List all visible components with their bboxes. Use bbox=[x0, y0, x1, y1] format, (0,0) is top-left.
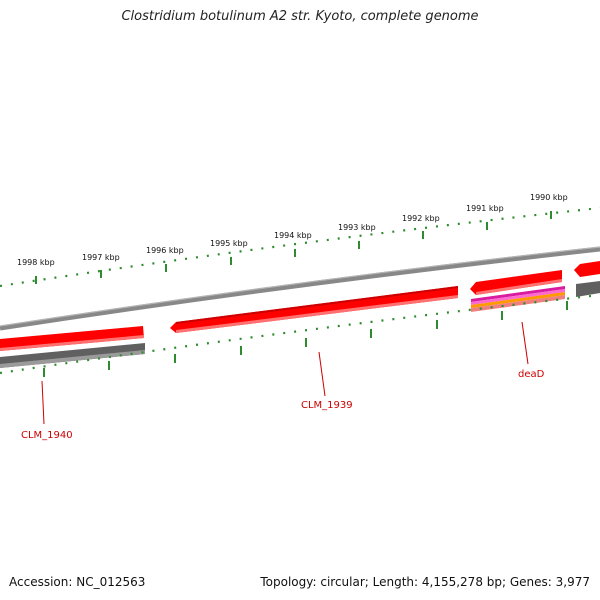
gene-clm-1939[interactable] bbox=[170, 286, 458, 333]
genome-backbone bbox=[0, 246, 600, 331]
accession-text: Accession: NC_012563 bbox=[9, 575, 146, 589]
tick-label-1997: 1997 kbp bbox=[82, 253, 120, 262]
tick-label-1994: 1994 kbp bbox=[274, 231, 312, 240]
tick-label-1990: 1990 kbp bbox=[530, 193, 568, 202]
map-title: Clostridium botulinum A2 str. Kyoto, com… bbox=[121, 9, 479, 24]
tick-labels: 1998 kbp 1997 kbp 1996 kbp 1995 kbp 1994… bbox=[17, 193, 568, 267]
gene-label-dead[interactable]: deaD bbox=[518, 369, 545, 380]
tick-label-1993: 1993 kbp bbox=[338, 223, 376, 232]
gene-leader-lines bbox=[41, 321, 529, 425]
gene-clm-1940[interactable] bbox=[0, 326, 144, 351]
gene-dead[interactable] bbox=[470, 270, 562, 295]
gene-right-edge[interactable] bbox=[574, 261, 600, 277]
genome-summary-text: Topology: circular; Length: 4,155,278 bp… bbox=[260, 575, 590, 589]
tick-label-1996: 1996 kbp bbox=[146, 246, 184, 255]
reverse-strand-band-right bbox=[576, 281, 600, 297]
tick-label-1998: 1998 kbp bbox=[17, 258, 55, 267]
gene-label-clm-1939[interactable]: CLM_1939 bbox=[301, 400, 353, 411]
outer-tick-rail bbox=[0, 206, 600, 288]
inner-major-ticks bbox=[43, 301, 568, 377]
deaD-feature-bands bbox=[471, 286, 565, 312]
tick-label-1992: 1992 kbp bbox=[402, 214, 440, 223]
reverse-strand-band-left bbox=[0, 343, 145, 368]
tick-label-1995: 1995 kbp bbox=[210, 239, 248, 248]
outer-major-ticks bbox=[35, 211, 552, 284]
tick-label-1991: 1991 kbp bbox=[466, 204, 504, 213]
gene-label-clm-1940[interactable]: CLM_1940 bbox=[21, 430, 73, 441]
